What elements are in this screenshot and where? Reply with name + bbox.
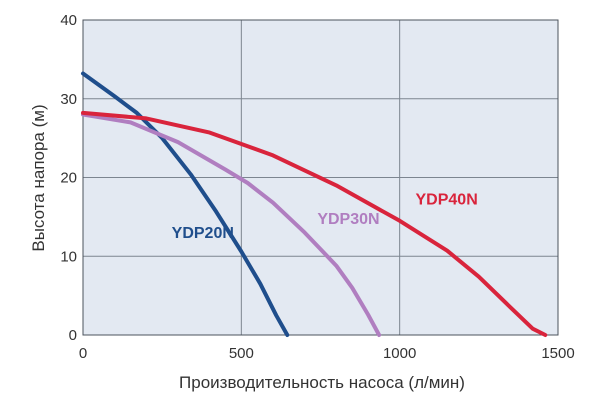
y-tick-label: 40 — [60, 12, 77, 29]
series-label-ydp40n: YDP40N — [416, 191, 478, 208]
series-line-ydp30n — [81, 112, 382, 337]
y-tick-label: 0 — [69, 327, 77, 344]
plot-frame — [82, 19, 559, 336]
y-tick-label: 20 — [60, 170, 77, 187]
x-tick-labels: 0 500 1000 1500 — [79, 345, 575, 362]
series-labels: YDP20N YDP30N YDP40N — [172, 191, 478, 242]
x-tick-label: 500 — [229, 345, 254, 362]
series-line-ydp20n — [81, 71, 290, 337]
x-axis-title: Производительность насоса (л/мин) — [179, 373, 465, 392]
x-tick-label: 0 — [79, 345, 87, 362]
y-tick-label: 10 — [60, 248, 77, 265]
series-label-ydp20n: YDP20N — [172, 225, 234, 242]
x-tick-label: 1000 — [383, 345, 416, 362]
y-tick-labels: 0 10 20 30 40 — [60, 12, 77, 344]
x-tick-label: 1500 — [541, 345, 574, 362]
series-label-ydp30n: YDP30N — [317, 211, 379, 228]
series-lines — [81, 71, 548, 337]
series-line-ydp40n — [81, 110, 548, 337]
y-axis-title: Высота напора (м) — [29, 104, 48, 251]
y-tick-label: 30 — [60, 91, 77, 108]
